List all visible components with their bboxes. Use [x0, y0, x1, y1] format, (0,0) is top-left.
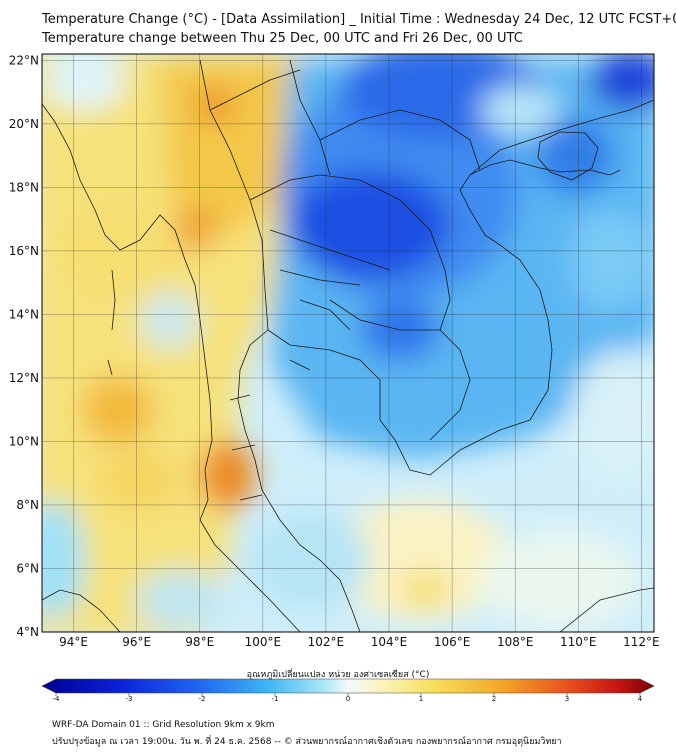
lat-label: 10°N	[9, 434, 39, 448]
latitude-labels: 22°N 20°N 18°N 16°N 14°N 12°N 10°N 8°N 6°N 4°N	[9, 53, 39, 639]
map-title-line-1: Temperature Change (°C) - [Data Assimila…	[42, 12, 676, 27]
china-coast	[469, 99, 654, 176]
colorbar	[41, 678, 655, 694]
lat-label: 6°N	[16, 561, 39, 575]
sumatra-coast	[42, 589, 121, 632]
lat-label: 12°N	[9, 371, 39, 385]
colorbar-tick-label: -4	[53, 695, 61, 703]
lat-label: 18°N	[9, 180, 39, 194]
peninsula-west-coast	[199, 519, 301, 632]
lon-label: 94°E	[59, 635, 88, 649]
indochina-coast	[267, 159, 621, 476]
province-lines-central	[289, 299, 351, 371]
lon-label: 108°E	[497, 635, 534, 649]
lon-label: 100°E	[245, 635, 282, 649]
myanmar-coast	[42, 103, 213, 521]
nicobar-islands	[107, 359, 113, 376]
colorbar-tick-label: 3	[565, 695, 569, 703]
lat-label: 16°N	[9, 244, 39, 258]
hainan-island	[537, 131, 599, 181]
lon-label: 102°E	[308, 635, 345, 649]
lon-label: 104°E	[371, 635, 408, 649]
colorbar-tick-label: -3	[126, 695, 133, 703]
andaman-islands	[111, 269, 116, 331]
thailand-cambodia-border	[329, 299, 440, 331]
cambodia-vietnam-border	[429, 329, 471, 441]
lat-label: 22°N	[9, 53, 39, 67]
lat-label: 8°N	[16, 498, 39, 512]
borneo-coast	[559, 587, 654, 632]
myanmar-china-border	[209, 69, 301, 111]
lon-label: 112°E	[623, 635, 660, 649]
temperature-field	[42, 54, 654, 632]
lon-label: 96°E	[122, 635, 151, 649]
map-frame	[41, 53, 655, 633]
colorbar-tick-label: 4	[638, 695, 643, 703]
lon-label: 110°E	[560, 635, 597, 649]
footer-model-info: WRF-DA Domain 01 :: Grid Resolution 9km …	[52, 720, 275, 730]
footer-update-info: ปรับปรุงข้อมูล ณ เวลา 19:00น. วัน พ. ที่…	[52, 737, 562, 747]
colorbar-tick-label: -2	[199, 695, 206, 703]
map-title-line-2: Temperature change between Thu 25 Dec, 0…	[42, 31, 523, 46]
province-lines-south	[229, 394, 263, 501]
colorbar-tick-label: 1	[419, 695, 423, 703]
laos-vietnam-border	[319, 109, 481, 171]
graticule	[42, 54, 654, 633]
thailand-laos-border	[249, 174, 451, 331]
lon-label: 106°E	[434, 635, 471, 649]
colorbar-tick-label: -1	[272, 695, 279, 703]
peninsula-east-coast	[237, 329, 361, 632]
lat-label: 20°N	[9, 117, 39, 131]
longitude-labels: 94°E 96°E 98°E 100°E 102°E 104°E 106°E 108°E 110…	[59, 635, 660, 649]
coastlines-and-borders	[42, 59, 654, 632]
colorbar-title: อุณหภูมิเปลี่ยนแปลง หน่วย องศาเซลเซียส (…	[246, 670, 430, 680]
lat-label: 14°N	[9, 307, 39, 321]
lon-label: 98°E	[185, 635, 214, 649]
laos-north-border	[289, 59, 331, 176]
lat-label: 4°N	[16, 625, 39, 639]
province-lines-north	[269, 229, 391, 286]
colorbar-tick-label: 0	[346, 695, 350, 703]
colorbar-ticks: -4 -3 -2 -1 0 1 2 3 4	[53, 693, 643, 703]
colorbar-tick-label: 2	[492, 695, 496, 703]
